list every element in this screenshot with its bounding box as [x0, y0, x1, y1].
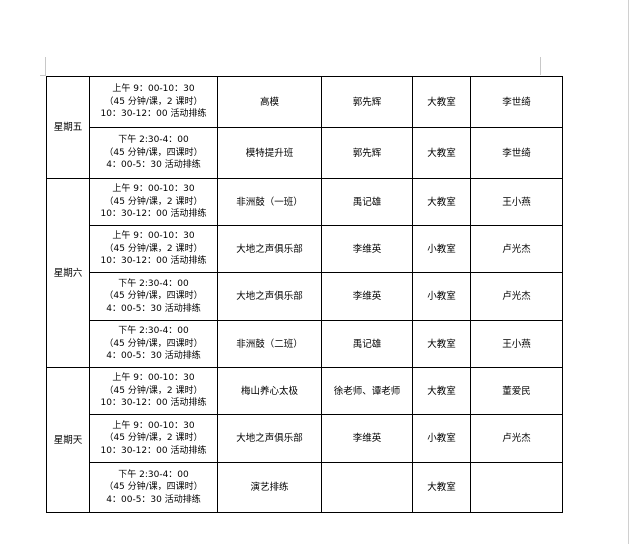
time-line: 4：00-5：30 活动排练: [106, 351, 201, 362]
contact-cell: 卢光杰: [470, 225, 563, 273]
time-line: 10：30-12：00 活动排练: [100, 398, 207, 409]
room-cell: 大教室: [412, 178, 471, 226]
time-line: 上午 9：00-10：30: [112, 420, 195, 431]
time-line: 上午 9：00-10：30: [112, 184, 195, 195]
time-line: （45 分钟/课，2 课时）: [104, 243, 203, 254]
course-cell: 梅山养心太极: [217, 367, 322, 415]
crop-mark: [45, 57, 46, 75]
contact-cell: 王小燕: [470, 320, 563, 368]
table-row: 上午 9：00-10：30 （45 分钟/课，2 课时） 10：30-12：00 活…: [47, 414, 563, 463]
contact-cell: 卢光杰: [470, 414, 563, 463]
page-edge: [628, 0, 629, 544]
day-cell: 星期六: [46, 178, 90, 368]
table-row: 星期天 上午 9：00-10：30 （45 分钟/课，2 课时） 10：30-12：0…: [46, 367, 563, 513]
contact-cell: [470, 462, 563, 513]
teacher-cell: 李维英: [321, 272, 413, 321]
time-line: （45 分钟/课，2 课时）: [104, 96, 203, 107]
teacher-cell: 李维英: [321, 225, 413, 273]
teacher-cell: [321, 462, 413, 513]
day-cell: 星期五: [46, 76, 90, 179]
time-cell: 下午 2:30-4：00 （45 分钟/课，四课时） 4：00-5：30 活动排练: [89, 127, 218, 179]
room-cell: 小教室: [412, 225, 471, 273]
room-cell: 大教室: [412, 462, 471, 513]
time-line: 上午 9：00-10：30: [112, 231, 195, 242]
course-cell: 高模: [217, 76, 322, 128]
time-line: 下午 2:30-4：00: [118, 135, 189, 146]
room-cell: 小教室: [412, 414, 471, 463]
time-line: （45 分钟/课，四课时）: [104, 338, 203, 349]
time-line: （45 分钟/课，2 课时）: [104, 433, 203, 444]
room-cell: 大教室: [412, 127, 471, 179]
time-line: （45 分钟/课，四课时）: [104, 482, 203, 493]
table-row: 星期五 上午 9：00-10：30 （45 分钟/课，2 课时） 10：30-12：0…: [46, 76, 563, 179]
room-cell: 大教室: [412, 76, 471, 128]
time-line: （45 分钟/课，四课时）: [104, 147, 203, 158]
time-line: 下午 2:30-4：00: [118, 326, 189, 337]
time-line: 下午 2:30-4：00: [118, 278, 189, 289]
time-cell: 下午 2:30-4：00 （45 分钟/课，四课时） 4：00-5：30 活动排练: [89, 462, 218, 513]
time-cell: 下午 2:30-4：00 （45 分钟/课，四课时） 4：00-5：30 活动排练: [89, 272, 218, 321]
course-cell: 大地之声俱乐部: [217, 272, 322, 321]
time-cell: 上午 9：00-10：30 （45 分钟/课，2 课时） 10：30-12：00 活…: [89, 76, 218, 128]
table-row: 下午 2:30-4：00 （45 分钟/课，四课时） 4：00-5：30 活动排练 模…: [47, 127, 563, 179]
table-row: 上午 9：00-10：30 （45 分钟/课，2 课时） 10：30-12：00 活…: [47, 225, 563, 273]
schedule-table: 星期五 上午 9：00-10：30 （45 分钟/课，2 课时） 10：30-12：0…: [46, 76, 563, 513]
time-cell: 下午 2:30-4：00 （45 分钟/课，四课时） 4：00-5：30 活动排练: [89, 320, 218, 368]
contact-cell: 李世绮: [470, 127, 563, 179]
teacher-cell: 郭先辉: [321, 127, 413, 179]
time-line: （45 分钟/课，四课时）: [104, 291, 203, 302]
time-line: （45 分钟/课，2 课时）: [104, 385, 203, 396]
course-cell: 演艺排练: [217, 462, 322, 513]
teacher-cell: 李维英: [321, 414, 413, 463]
teacher-cell: 徐老师、谭老师: [321, 367, 413, 415]
course-cell: 非洲鼓（二班）: [217, 320, 322, 368]
course-cell: 大地之声俱乐部: [217, 414, 322, 463]
contact-cell: 李世绮: [470, 76, 563, 128]
teacher-cell: 郭先辉: [321, 76, 413, 128]
time-line: 上午 9：00-10：30: [112, 373, 195, 384]
room-cell: 小教室: [412, 272, 471, 321]
table-row: 下午 2:30-4：00 （45 分钟/课，四课时） 4：00-5：30 活动排练 演…: [47, 462, 563, 513]
time-cell: 上午 9：00-10：30 （45 分钟/课，2 课时） 10：30-12：00 活…: [89, 367, 218, 415]
crop-mark: [540, 57, 541, 75]
room-cell: 大教室: [412, 367, 471, 415]
time-cell: 上午 9：00-10：30 （45 分钟/课，2 课时） 10：30-12：00 活…: [89, 414, 218, 463]
time-cell: 上午 9：00-10：30 （45 分钟/课，2 课时） 10：30-12：00 活…: [89, 178, 218, 226]
contact-cell: 王小燕: [470, 178, 563, 226]
contact-cell: 董爱民: [470, 367, 563, 415]
room-cell: 大教室: [412, 320, 471, 368]
table-row: 下午 2:30-4：00 （45 分钟/课，四课时） 4：00-5：30 活动排练 非…: [47, 320, 563, 368]
table-row: 星期六 上午 9：00-10：30 （45 分钟/课，2 课时） 10：30-12：0…: [46, 178, 563, 368]
contact-cell: 卢光杰: [470, 272, 563, 321]
teacher-cell: 禹记雄: [321, 320, 413, 368]
course-cell: 大地之声俱乐部: [217, 225, 322, 273]
course-cell: 非洲鼓（一班）: [217, 178, 322, 226]
time-line: 下午 2:30-4：00: [118, 469, 189, 480]
time-line: 10：30-12：00 活动排练: [100, 209, 207, 220]
course-cell: 模特提升班: [217, 127, 322, 179]
time-line: 4：00-5：30 活动排练: [106, 494, 201, 505]
time-line: （45 分钟/课，2 课时）: [104, 196, 203, 207]
time-cell: 上午 9：00-10：30 （45 分钟/课，2 课时） 10：30-12：00 活…: [89, 225, 218, 273]
time-line: 10：30-12：00 活动排练: [100, 109, 207, 120]
time-line: 4：00-5：30 活动排练: [106, 160, 201, 171]
time-line: 10：30-12：00 活动排练: [100, 445, 207, 456]
teacher-cell: 禹记雄: [321, 178, 413, 226]
time-line: 10：30-12：00 活动排练: [100, 256, 207, 267]
time-line: 4：00-5：30 活动排练: [106, 303, 201, 314]
table-row: 下午 2:30-4：00 （45 分钟/课，四课时） 4：00-5：30 活动排练 大…: [47, 272, 563, 321]
day-cell: 星期天: [46, 367, 90, 513]
time-line: 上午 9：00-10：30: [112, 84, 195, 95]
crop-mark: [40, 75, 46, 76]
